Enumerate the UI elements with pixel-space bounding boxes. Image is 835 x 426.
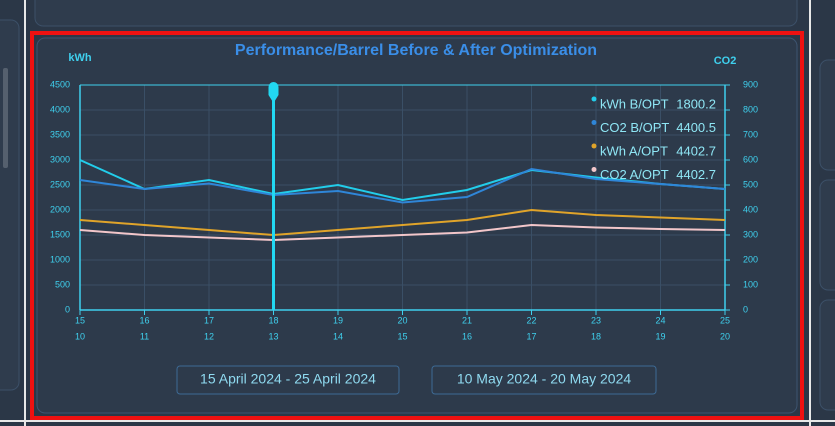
side-panel	[819, 59, 835, 171]
y-tick-label: 4500	[50, 79, 70, 89]
y-tick-label: 3500	[50, 129, 70, 139]
y-tick-label: 2000	[50, 204, 70, 214]
y-tick-label: 1000	[50, 254, 70, 264]
date-range-button[interactable]	[176, 365, 400, 395]
x-tick-label: 20	[397, 315, 407, 325]
x-tick-label: 25	[720, 315, 730, 325]
y-tick-label: 2500	[50, 179, 70, 189]
legend-dot	[591, 143, 597, 149]
y-axis-title: kWh	[68, 52, 92, 64]
legend-dot	[591, 96, 597, 102]
y2-tick-label: 900	[743, 79, 758, 89]
legend-dot	[591, 167, 597, 172]
chart-panel	[36, 37, 798, 414]
legend-label: CO2 B/OPT	[600, 120, 669, 135]
x-tick-label: 16	[139, 315, 149, 325]
tooltip-value: 4402.7	[676, 167, 716, 182]
x-tick-label-secondary: 11	[140, 331, 149, 341]
y-tick-label: 4000	[50, 104, 70, 114]
side-panel	[0, 19, 20, 391]
x-tick-label: 17	[204, 315, 214, 325]
x-tick-label-secondary: 17	[526, 331, 536, 341]
y-tick-label: 500	[55, 279, 70, 289]
legend-label: kWh B/OPT	[600, 96, 669, 111]
x-tick-label-secondary: 14	[333, 331, 343, 341]
x-tick-label: 22	[526, 315, 536, 325]
highlight-frame	[30, 31, 804, 420]
x-tick-label-secondary: 15	[397, 331, 407, 341]
y2-tick-label: 500	[743, 179, 758, 189]
y2-tick-label: 600	[743, 154, 758, 164]
x-tick-label: 21	[462, 315, 472, 325]
series-line	[79, 223, 726, 242]
cursor-handle	[268, 82, 279, 103]
y2-axis-title: CO2	[714, 55, 737, 67]
y-tick-label: 0	[65, 304, 70, 314]
x-tick-label: 19	[333, 315, 343, 325]
date-range-label[interactable]: 15 April 2024 - 25 April 2024	[200, 371, 376, 387]
x-tick-label-secondary: 16	[462, 331, 472, 341]
series-line	[79, 167, 726, 204]
side-panel	[819, 299, 835, 411]
y-tick-label: 3000	[50, 154, 70, 164]
top-panel	[34, 0, 798, 27]
x-tick-label-secondary: 12	[204, 331, 214, 341]
legend-dot	[591, 120, 597, 125]
tooltip-value: 1800.2	[676, 96, 716, 111]
scrollbar	[3, 68, 8, 168]
x-tick-label: 23	[591, 315, 601, 325]
chart-title: Performance/Barrel Before & After Optimi…	[235, 42, 597, 59]
x-tick-label: 24	[655, 315, 665, 325]
x-tick-label-secondary: 18	[591, 331, 601, 341]
y2-tick-label: 700	[743, 129, 758, 139]
x-tick-label: 15	[75, 315, 85, 325]
y2-tick-label: 100	[743, 279, 758, 289]
date-range-button[interactable]	[431, 365, 657, 395]
x-tick-label-secondary: 19	[655, 331, 665, 341]
legend-label: kWh A/OPT	[600, 143, 668, 158]
x-tick-label: 18	[268, 315, 278, 325]
y2-tick-label: 300	[743, 229, 758, 239]
date-range-label[interactable]: 10 May 2024 - 20 May 2024	[457, 371, 632, 387]
legend-label: CO2 A/OPT	[600, 167, 669, 182]
y2-tick-label: 200	[743, 254, 758, 264]
side-panel	[819, 179, 835, 291]
y-tick-label: 1500	[50, 229, 70, 239]
y2-tick-label: 0	[743, 304, 748, 314]
x-tick-label-secondary: 20	[720, 331, 730, 341]
y2-tick-label: 400	[743, 204, 758, 214]
series-line	[79, 208, 726, 237]
y2-tick-label: 800	[743, 104, 758, 114]
x-tick-label-secondary: 10	[75, 331, 85, 341]
tooltip-value: 4400.5	[676, 120, 716, 135]
x-tick-label-secondary: 13	[268, 331, 278, 341]
tooltip-value: 4402.7	[676, 143, 716, 158]
